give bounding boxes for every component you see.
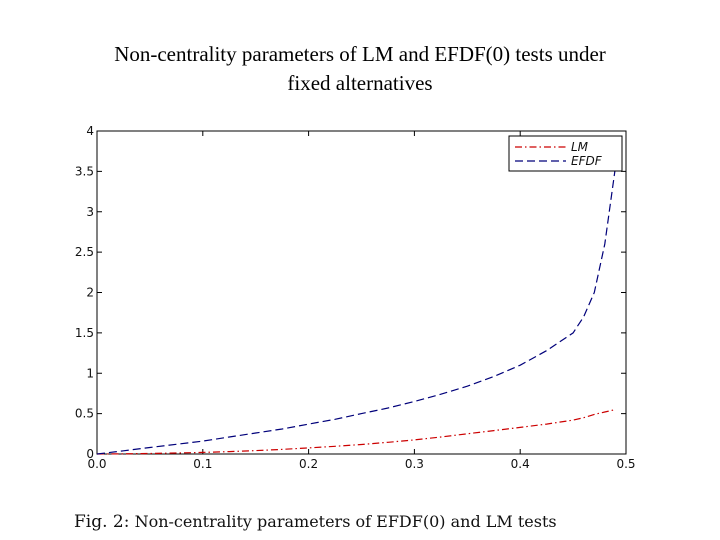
slide-title-line-2: fixed alternatives	[287, 71, 433, 95]
legend-label-efdf: EFDF	[571, 154, 603, 168]
legend: LM EFDF	[508, 135, 623, 172]
y-tick-label: 0	[86, 447, 94, 461]
y-tick-label: 1	[86, 366, 94, 380]
x-axis: 0.0 0.1 0.2 0.3 0.4 0.5	[87, 131, 636, 471]
figure-caption-text: Non-centrality parameters of EFDF(0) and…	[134, 512, 557, 531]
x-tick-label: 0.3	[405, 457, 424, 471]
slide-title: Non-centrality parameters of LM and EFDF…	[0, 40, 720, 98]
y-tick-label: 3	[86, 205, 94, 219]
x-tick-label: 0.4	[511, 457, 530, 471]
series-line-lm	[96, 409, 616, 455]
series-line-efdf	[96, 167, 616, 455]
y-tick-label: 2.5	[75, 245, 94, 259]
plot-frame	[96, 130, 627, 455]
y-tick-label: 4	[86, 124, 94, 138]
y-tick-label: 1.5	[75, 326, 94, 340]
figure-caption-label: Fig. 2:	[74, 512, 130, 532]
x-tick-label: 0.0	[87, 457, 106, 471]
legend-box	[508, 135, 623, 172]
slide-title-line-1: Non-centrality parameters of LM and EFDF…	[114, 42, 606, 66]
x-tick-label: 0.1	[193, 457, 212, 471]
x-tick-label: 0.2	[299, 457, 318, 471]
figure-caption: Fig. 2: Non-centrality parameters of EFD…	[74, 512, 694, 532]
series-layer	[96, 167, 616, 455]
y-tick-label: 2	[86, 286, 94, 300]
y-axis: 0 0.5 1 1.5 2 2.5 3 3.5 4	[75, 124, 626, 461]
legend-label-lm: LM	[571, 140, 589, 154]
y-tick-label: 3.5	[75, 164, 94, 178]
x-tick-label: 0.5	[616, 457, 635, 471]
y-tick-label: 0.5	[75, 407, 94, 421]
